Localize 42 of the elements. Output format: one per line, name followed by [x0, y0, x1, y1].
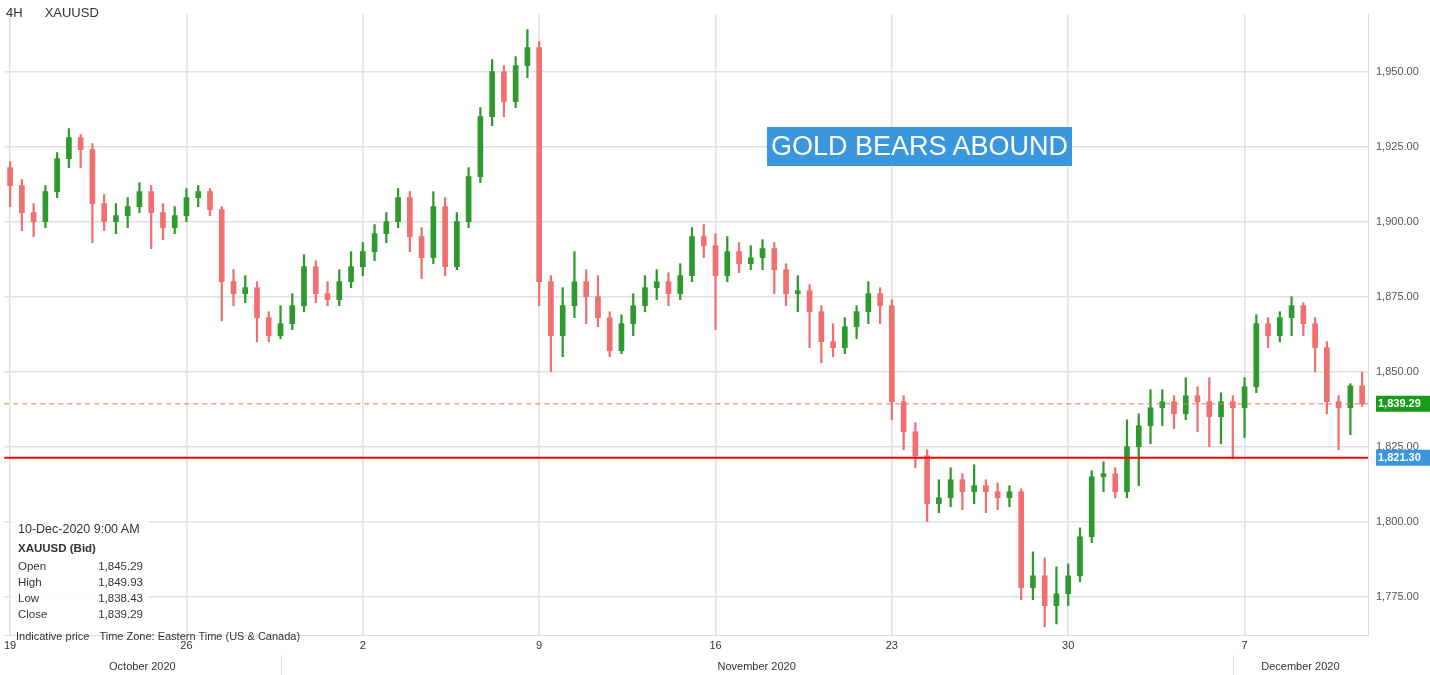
y-tick-label: 1,925.00 [1376, 139, 1419, 152]
y-tick-label: 1,850.00 [1376, 364, 1419, 377]
candlestick [1288, 296, 1295, 337]
chart-title: XAUUSD [44, 5, 99, 20]
annotation: XAUUSD (Bid) [18, 542, 97, 554]
candlestick [1053, 566, 1060, 625]
annotation: Indicative price [16, 630, 90, 642]
ref-line-label: 1,821.30 [1378, 450, 1421, 463]
y-tick-label: 1,900.00 [1376, 214, 1419, 227]
text: October 2020 [109, 660, 176, 672]
annotation: High [18, 575, 42, 590]
ref-line-label: 1,839.29 [1378, 396, 1421, 409]
annotation: 1,839.29 [98, 607, 143, 622]
y-tick-label: 1,800.00 [1376, 514, 1419, 527]
candlestick [324, 281, 331, 307]
text: December 2020 [1261, 660, 1340, 672]
annotation: Low [18, 591, 40, 606]
annotation: 1,849.93 [98, 575, 143, 590]
y-tick-label: 1,875.00 [1376, 289, 1419, 302]
annotation: Time Zone: Eastern Time (US & Canada) [99, 630, 301, 642]
candlestick [1100, 461, 1107, 493]
annotation: 10-Dec-2020 9:00 AM [18, 522, 141, 536]
y-tick-label: 1,950.00 [1376, 64, 1419, 77]
y-tick-label: 1,825.00 [1376, 439, 1419, 452]
x-tick-label: 26 [180, 639, 193, 652]
annotation: GOLD BEARS ABOUND [767, 127, 1073, 166]
x-tick-label: 16 [709, 639, 722, 652]
y-tick-label: 1,775.00 [1376, 589, 1419, 602]
x-tick-label: 2 [359, 639, 366, 652]
x-tick-label: 23 [885, 639, 898, 652]
x-tick-label: 19 [3, 639, 17, 652]
annotation: 1,845.29 [98, 559, 143, 574]
candlestick [1006, 485, 1013, 508]
x-tick-label: 30 [1062, 639, 1075, 652]
x-tick-label: 9 [536, 639, 543, 652]
annotation: Open [18, 559, 47, 574]
annotation: Close [18, 607, 48, 622]
x-tick-label: 7 [1241, 639, 1248, 652]
text: November 2020 [717, 660, 796, 672]
chart-subtitle: 4H [6, 5, 23, 20]
annotation: 1,838.43 [98, 591, 143, 606]
candlestick [759, 239, 766, 271]
